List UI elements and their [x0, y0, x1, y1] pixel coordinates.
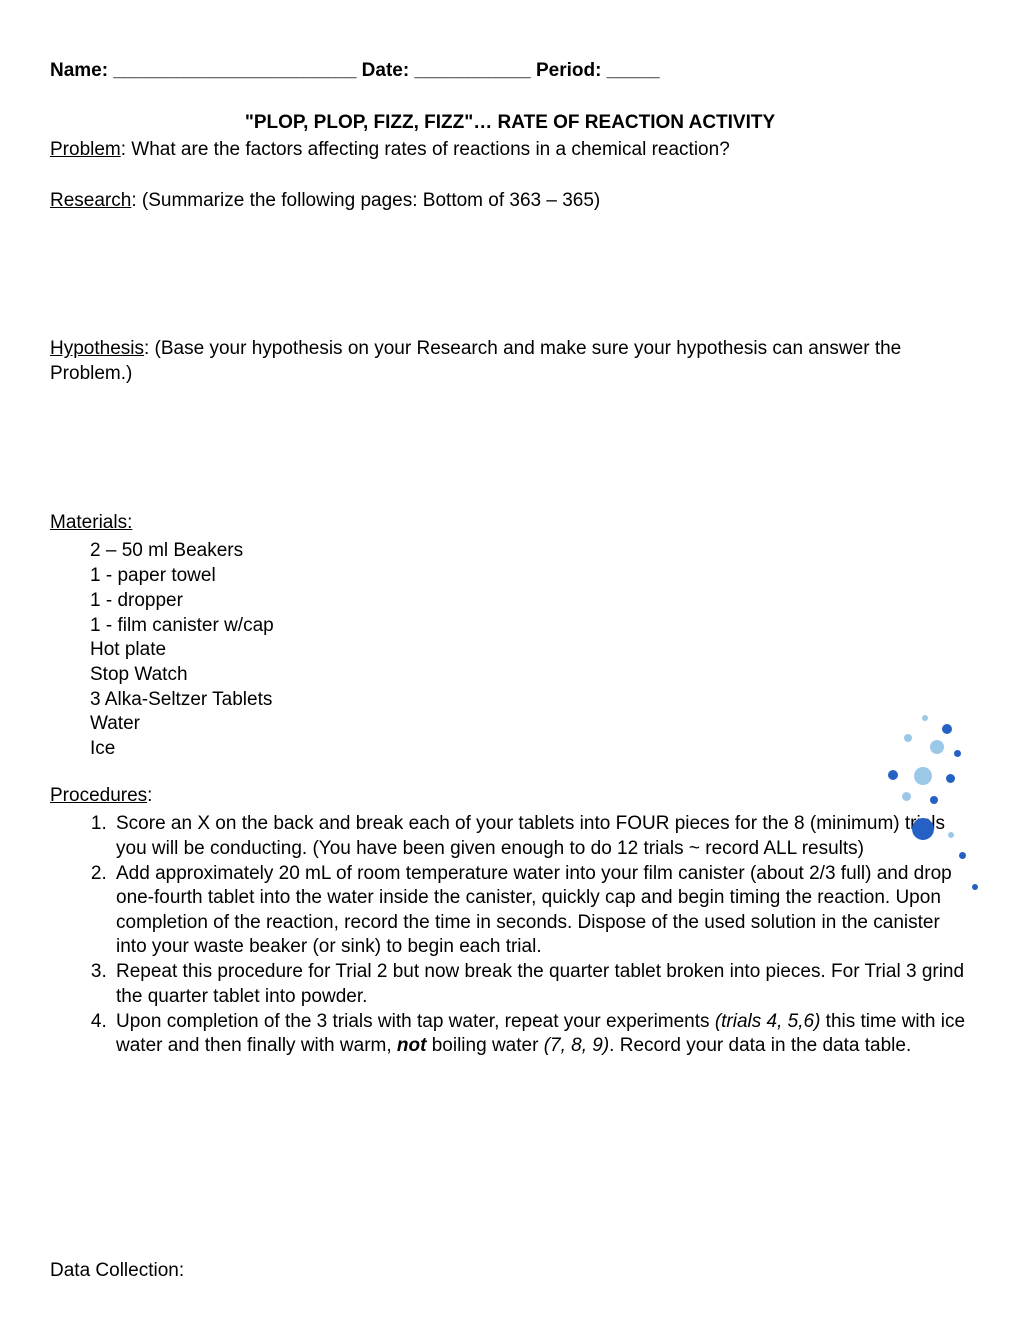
data-collection-label: Data Collection:	[50, 1259, 970, 1284]
research-label: Research	[50, 190, 131, 211]
bubble-icon	[972, 884, 978, 890]
bubble-icon	[930, 740, 944, 754]
materials-item: Water	[90, 712, 970, 737]
bubble-icon	[912, 818, 934, 840]
materials-item: 1 - dropper	[90, 589, 970, 614]
bubbles-illustration	[844, 712, 984, 902]
bubble-icon	[914, 767, 932, 785]
worksheet-title: "PLOP, PLOP, FIZZ, FIZZ"… RATE OF REACTI…	[50, 112, 970, 134]
materials-list: 2 – 50 ml Beakers 1 - paper towel1 - dro…	[50, 539, 970, 761]
procedures-label: Procedures:	[50, 784, 970, 809]
hypothesis-section: Hypothesis: (Base your hypothesis on you…	[50, 337, 970, 386]
materials-item: 1 - film canister w/cap	[90, 614, 970, 639]
problem-label: Problem	[50, 139, 121, 160]
problem-section: Problem: What are the factors affecting …	[50, 138, 970, 163]
bubble-icon	[922, 715, 928, 721]
hypothesis-label: Hypothesis	[50, 338, 144, 359]
procedure-step: Add approximately 20 mL of room temperat…	[112, 862, 970, 959]
bubble-icon	[959, 852, 966, 859]
bubble-icon	[888, 770, 898, 780]
procedure-step: Upon completion of the 3 trials with tap…	[112, 1010, 970, 1059]
hypothesis-text: : (Base your hypothesis on your Research…	[50, 338, 901, 384]
materials-item: Ice	[90, 737, 970, 762]
problem-text: : What are the factors affecting rates o…	[121, 139, 730, 160]
bubble-icon	[904, 734, 912, 742]
bubble-icon	[930, 796, 938, 804]
materials-item: Hot plate	[90, 638, 970, 663]
bubble-icon	[954, 750, 961, 757]
materials-label: Materials:	[50, 511, 970, 536]
header-line: Name: _______________________ Date: ____…	[50, 60, 970, 82]
bubble-icon	[942, 724, 952, 734]
procedure-step: Score an X on the back and break each of…	[112, 812, 970, 861]
materials-item: 3 Alka-Seltzer Tablets	[90, 688, 970, 713]
procedure-step: Repeat this procedure for Trial 2 but no…	[112, 960, 970, 1009]
bubble-icon	[948, 832, 954, 838]
research-text: : (Summarize the following pages: Bottom…	[131, 190, 600, 211]
procedures-list: Score an X on the back and break each of…	[50, 812, 970, 1058]
bubble-icon	[946, 774, 955, 783]
materials-item: 2 – 50 ml Beakers	[90, 539, 970, 564]
research-section: Research: (Summarize the following pages…	[50, 189, 970, 214]
materials-item: 1 - paper towel	[90, 564, 970, 589]
materials-item: Stop Watch	[90, 663, 970, 688]
bubble-icon	[902, 792, 911, 801]
